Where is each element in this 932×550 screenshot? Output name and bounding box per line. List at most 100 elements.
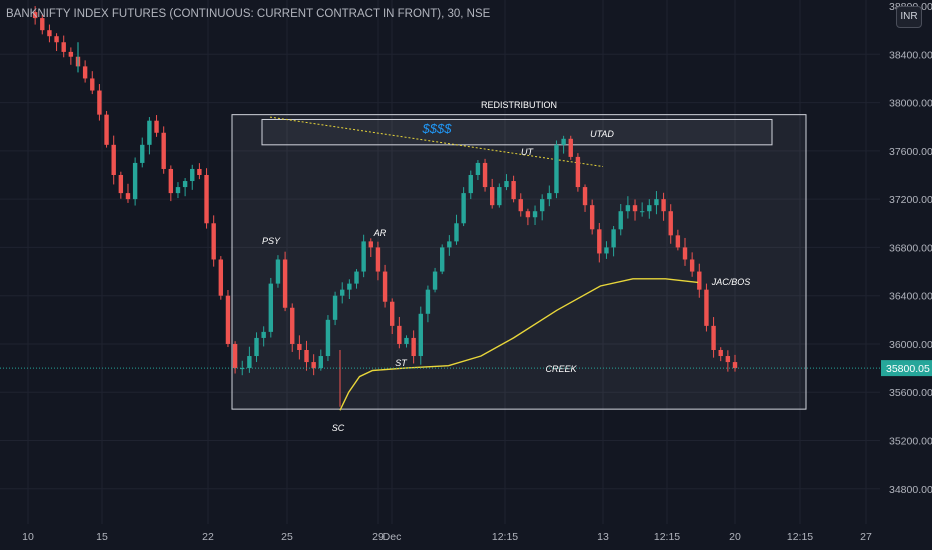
current-price-label: 35800.05 xyxy=(886,363,930,375)
liquidity-box xyxy=(261,118,773,146)
candle-body xyxy=(482,162,488,188)
currency-badge[interactable]: INR xyxy=(896,6,922,28)
candle-body xyxy=(497,187,502,206)
y-tick-label: 36400.00 xyxy=(889,291,932,303)
candle-body xyxy=(282,259,288,308)
x-tick-label: 12:15 xyxy=(492,531,518,543)
creek-label: CREEK xyxy=(545,364,577,374)
y-tick-label: 35600.00 xyxy=(889,387,932,399)
candle-body xyxy=(154,120,159,133)
candle-body xyxy=(468,175,473,194)
candle-body xyxy=(489,187,495,206)
psy-label: PSY xyxy=(262,236,281,246)
x-tick-label: Dec xyxy=(383,531,402,543)
candle-body xyxy=(147,120,152,145)
liquidity-dollar-label: $$$$ xyxy=(422,121,453,136)
candle-body xyxy=(390,301,395,326)
candle-body xyxy=(547,193,552,200)
ut-label: UT xyxy=(521,147,534,157)
candle-body xyxy=(382,271,388,302)
y-tick-label: 36000.00 xyxy=(889,339,932,351)
candle-body xyxy=(639,211,645,213)
x-tick-label: 29 xyxy=(372,531,384,543)
candle-body xyxy=(632,205,638,212)
candle-body xyxy=(682,247,688,260)
candle-body xyxy=(454,223,459,242)
candle-body xyxy=(447,241,452,248)
candle-body xyxy=(604,247,609,254)
candle-body xyxy=(318,356,323,369)
candle-body xyxy=(275,259,281,284)
candle-body xyxy=(711,325,716,350)
candle-body xyxy=(504,181,509,188)
candle-body xyxy=(532,211,538,218)
x-tick-label: 10 xyxy=(22,531,34,543)
candle-body xyxy=(718,350,723,357)
candle-body xyxy=(218,259,224,296)
candle-body xyxy=(297,343,302,350)
candle-body xyxy=(368,241,373,248)
sc-label: SC xyxy=(332,423,345,433)
candle-body xyxy=(404,337,409,344)
candle-body xyxy=(197,168,202,175)
x-tick-label: 25 xyxy=(281,531,293,543)
candle-body xyxy=(525,211,531,218)
candle-body xyxy=(54,36,59,43)
candle-body xyxy=(511,181,516,200)
redistribution-box xyxy=(231,114,807,410)
candle-body xyxy=(418,313,423,357)
candle-body xyxy=(475,162,481,175)
candle-body xyxy=(332,295,338,320)
candle-body xyxy=(554,144,559,194)
candle-body xyxy=(247,356,252,369)
ut-trend-line xyxy=(269,116,604,168)
candle-body xyxy=(440,247,445,272)
candle-body xyxy=(111,144,116,175)
chart-title: BANKNIFTY INDEX FUTURES (CONTINUOUS: CUR… xyxy=(6,8,491,20)
candle-body xyxy=(597,229,602,254)
y-tick-label: 37200.00 xyxy=(889,194,932,206)
candle-body xyxy=(611,229,616,248)
candle-body xyxy=(61,42,66,52)
candle-body xyxy=(561,138,566,145)
candle-body xyxy=(204,175,209,224)
current-price-tag xyxy=(881,360,932,377)
candle-body xyxy=(90,78,95,91)
y-tick-label: 38400.00 xyxy=(889,49,932,61)
candle-body xyxy=(175,187,181,194)
candle-body xyxy=(268,283,274,332)
x-tick-label: 22 xyxy=(202,531,214,543)
y-tick-label: 38000.00 xyxy=(889,98,932,110)
candle-body xyxy=(375,247,381,272)
candle-body xyxy=(132,162,138,200)
ar-label: AR xyxy=(373,228,387,238)
candle-body xyxy=(732,362,738,369)
candle-body xyxy=(432,271,438,290)
candle-body xyxy=(161,132,166,169)
candle-body xyxy=(82,66,88,79)
candle-body xyxy=(689,259,695,272)
candle-body xyxy=(397,325,402,344)
candle-body xyxy=(675,235,681,248)
candle-body xyxy=(625,205,631,212)
candle-body xyxy=(725,356,731,363)
candle-body xyxy=(182,181,188,188)
candle-body xyxy=(697,271,702,290)
candle-body xyxy=(168,168,174,194)
x-tick-label: 12:15 xyxy=(654,531,680,543)
candle-body xyxy=(568,138,573,157)
candle-body xyxy=(354,271,359,284)
candle-body xyxy=(668,211,673,236)
candle-body xyxy=(97,90,102,115)
candle-body xyxy=(539,199,545,212)
candle-body xyxy=(32,12,38,19)
candle-body xyxy=(232,343,238,369)
candle-body xyxy=(240,368,245,370)
y-tick-label: 36800.00 xyxy=(889,242,932,254)
candle-body xyxy=(211,223,216,260)
x-tick-label: 12:15 xyxy=(787,531,813,543)
candle-body xyxy=(140,144,145,163)
candle-body xyxy=(425,289,431,314)
redistribution-label: REDISTRIBUTION xyxy=(481,100,557,110)
